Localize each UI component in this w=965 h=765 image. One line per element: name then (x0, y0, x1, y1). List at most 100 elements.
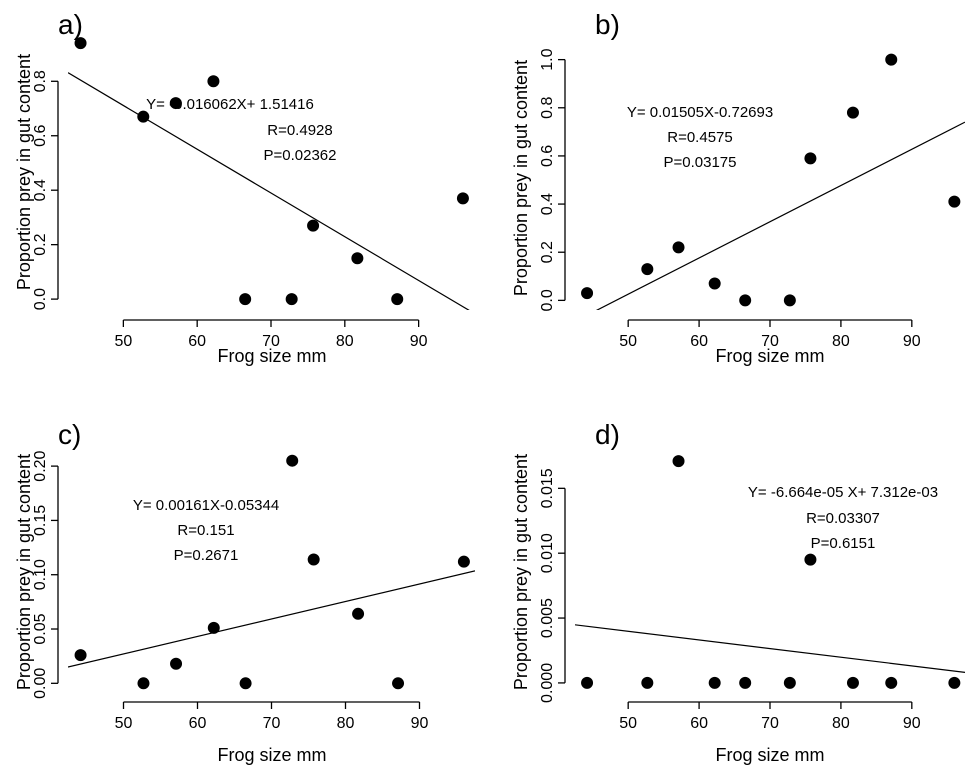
data-point (581, 676, 594, 689)
x-tick-label: 50 (619, 333, 637, 350)
y-tick-label: 0.10 (32, 559, 49, 590)
y-tick-label: 0.010 (539, 533, 556, 573)
data-point (739, 676, 752, 689)
annotation-p-value: P=0.03175 (664, 154, 737, 171)
x-tick-label: 60 (690, 333, 708, 350)
data-point (581, 287, 594, 300)
x-tick-label: 90 (411, 715, 429, 732)
data-point (708, 277, 721, 290)
y-tick-label: 0.20 (32, 450, 49, 481)
y-tick-label: 1.0 (539, 48, 556, 70)
data-point (457, 555, 470, 568)
data-point (804, 152, 817, 165)
annotation-equation: Y= -6.664e-05 X+ 7.312e-03 (748, 484, 938, 501)
annotation-r-value: R=0.03307 (806, 510, 880, 527)
data-point (885, 676, 898, 689)
x-tick-label: 60 (189, 715, 207, 732)
regression-line (595, 121, 965, 310)
panel-letter: c) (58, 419, 81, 450)
data-point (783, 676, 796, 689)
annotation-equation: Y= -0.016062X+ 1.51416 (146, 96, 314, 113)
data-point (286, 454, 299, 467)
y-tick-label: 0.0 (32, 288, 49, 310)
y-tick-label: 0.00 (32, 668, 49, 699)
panel-a: a) 50 60 70 80 90 0.0 0.2 0.4 0.6 0.8 Frog size mm P… (14, 9, 470, 366)
annotation-equation: Y= 0.01505X-0.72693 (627, 104, 773, 121)
data-point (170, 657, 183, 670)
y-tick-label: 0.4 (32, 179, 49, 201)
data-point (804, 553, 817, 566)
data-point (948, 195, 961, 208)
x-axis-label: Frog size mm (715, 346, 824, 366)
data-point (74, 649, 87, 662)
y-tick-label: 0.2 (539, 241, 556, 263)
data-point (948, 676, 961, 689)
data-point (307, 553, 320, 566)
y-tick-label: 0.0 (539, 289, 556, 311)
data-point (207, 75, 220, 88)
annotation-equation: Y= 0.00161X-0.05344 (133, 497, 279, 514)
x-tick-label: 90 (903, 715, 921, 732)
x-tick-label: 50 (114, 333, 132, 350)
data-point (392, 677, 405, 690)
x-tick-label: 70 (262, 333, 280, 350)
data-point (885, 53, 898, 66)
x-tick-label: 80 (337, 715, 355, 732)
y-tick-label: 0.15 (32, 505, 49, 536)
data-point (207, 621, 220, 634)
y-tick-label: 0.2 (32, 233, 49, 255)
y-tick-label: 0.4 (539, 193, 556, 215)
data-point (739, 294, 752, 307)
data-point (641, 676, 654, 689)
panel-letter: b) (595, 9, 620, 40)
x-tick-label: 80 (336, 333, 354, 350)
annotation-r-value: R=0.4928 (267, 122, 332, 139)
data-point (239, 293, 252, 306)
y-tick-label: 0.8 (32, 70, 49, 92)
x-tick-label: 50 (619, 715, 637, 732)
x-tick-label: 80 (832, 715, 850, 732)
data-point (708, 676, 721, 689)
y-tick-label: 0.6 (32, 125, 49, 147)
data-point (641, 263, 654, 276)
data-point (846, 676, 859, 689)
panel-letter: a) (58, 9, 83, 40)
x-tick-label: 90 (410, 333, 428, 350)
panel-letter: d) (595, 419, 620, 450)
data-point (783, 294, 796, 307)
data-point (239, 677, 252, 690)
regression-line (68, 570, 475, 668)
data-point (672, 455, 685, 468)
x-tick-label: 70 (761, 715, 779, 732)
data-point (351, 252, 364, 265)
y-tick-label: 0.000 (539, 663, 556, 703)
panel-d: d) 50 60 70 80 90 0.000 0.005 0.010 0.015 Frog siz… (511, 419, 965, 765)
data-point (137, 677, 150, 690)
annotation-p-value: P=0.6151 (811, 535, 876, 552)
x-tick-label: 90 (903, 333, 921, 350)
data-point (846, 106, 859, 119)
data-point (307, 219, 320, 232)
data-point (352, 607, 365, 620)
x-tick-label: 60 (188, 333, 206, 350)
y-tick-label: 0.005 (539, 598, 556, 638)
x-tick-label: 80 (832, 333, 850, 350)
y-axis-label: Proportion prey in gut content (14, 54, 34, 290)
y-tick-label: 0.015 (539, 468, 556, 508)
data-point (285, 293, 298, 306)
x-axis-label: Frog size mm (217, 346, 326, 366)
panel-b: b) 50 60 70 80 90 0.0 0.2 0.4 0.6 0.8 1.0 Frog size … (511, 9, 965, 366)
annotation-r-value: R=0.151 (177, 522, 234, 539)
annotation-p-value: P=0.2671 (174, 547, 239, 564)
y-axis-label: Proportion prey in gut content (511, 454, 531, 690)
x-tick-label: 60 (690, 715, 708, 732)
y-tick-label: 0.8 (539, 97, 556, 119)
data-point (74, 37, 87, 50)
data-point (391, 293, 404, 306)
data-point (169, 97, 182, 110)
y-tick-label: 0.6 (539, 145, 556, 167)
regression-line (68, 72, 470, 310)
data-point (456, 192, 469, 205)
x-axis-label: Frog size mm (715, 745, 824, 765)
x-axis-label: Frog size mm (217, 745, 326, 765)
